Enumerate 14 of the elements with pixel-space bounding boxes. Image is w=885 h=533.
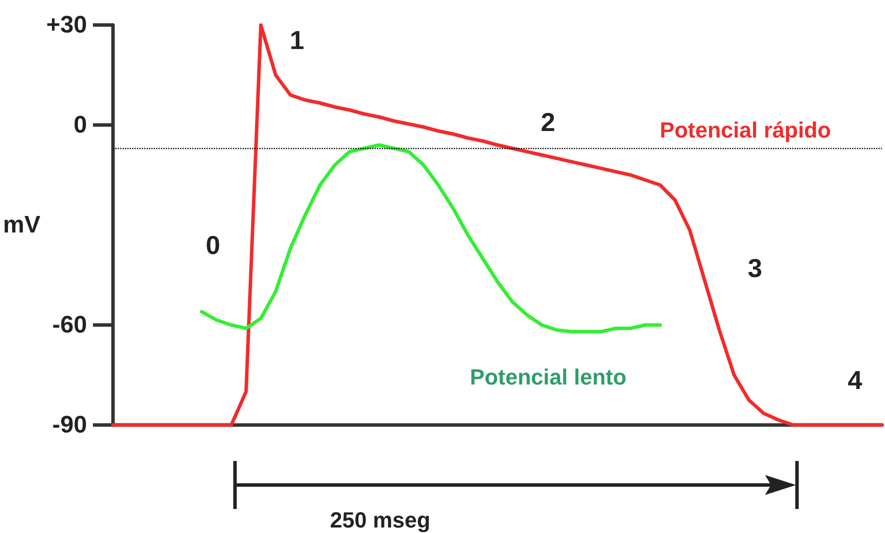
y-tick-label: -60 <box>52 312 87 338</box>
annotation: 2 <box>540 107 556 137</box>
line-series <box>200 143 662 334</box>
y-tick-label: 0 <box>74 112 87 138</box>
text: 250 mseg <box>330 508 430 532</box>
series-label: Potencial lento <box>470 364 626 390</box>
y-tick-label: +30 <box>46 12 87 38</box>
y-tick-label: -90 <box>52 412 87 438</box>
annotation: 4 <box>848 365 863 395</box>
annotation: 1 <box>290 25 304 55</box>
annotation: 0 <box>206 230 220 260</box>
series-label: Potencial rápido <box>660 118 831 142</box>
y-axis-title: mV <box>2 212 40 238</box>
annotation: 3 <box>748 253 762 283</box>
